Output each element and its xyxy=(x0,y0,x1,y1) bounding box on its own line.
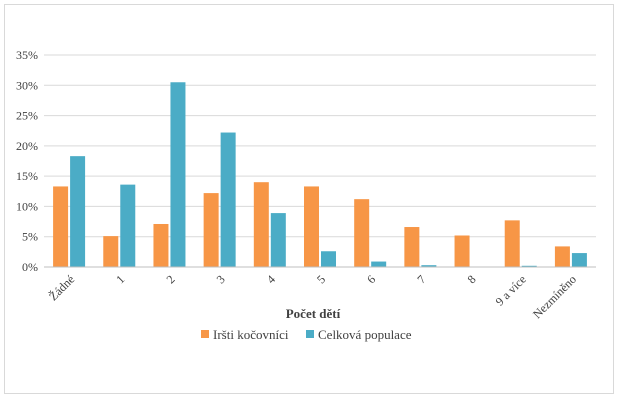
bar-irsti-kocovnici xyxy=(354,199,370,267)
x-tick-label: 3 xyxy=(214,272,228,286)
bar-irsti-kocovnici xyxy=(103,236,119,267)
bar-celkova-populace xyxy=(421,265,437,267)
bar-celkova-populace xyxy=(120,184,136,267)
bar-celkova-populace xyxy=(321,251,336,267)
bar-irsti-kocovnici xyxy=(404,227,420,267)
bar-irsti-kocovnici xyxy=(203,193,219,267)
y-tick-label: 25% xyxy=(16,109,38,123)
gridlines xyxy=(44,54,596,238)
legend-label: Iršti kočovníci xyxy=(213,327,289,342)
x-tick-label: 1 xyxy=(113,272,127,286)
x-tick-label: 7 xyxy=(414,272,428,286)
bar-irsti-kocovnici xyxy=(253,182,269,267)
bar-celkova-populace xyxy=(170,82,186,267)
bar-irsti-kocovnici xyxy=(53,186,69,267)
bar-celkova-populace xyxy=(371,261,387,267)
y-tick-label: 5% xyxy=(22,230,38,244)
x-tick-label: 5 xyxy=(314,272,328,286)
x-tick-label: 6 xyxy=(364,272,378,286)
y-tick-label: 35% xyxy=(16,48,38,62)
bar-irsti-kocovnici xyxy=(454,235,470,267)
y-tick-label: 30% xyxy=(16,78,38,92)
bar-celkova-populace xyxy=(220,132,236,267)
y-tick-label: 15% xyxy=(16,169,38,183)
legend: Iršti kočovníci Celková populace xyxy=(201,327,412,342)
x-tick-label: 2 xyxy=(163,272,177,286)
bars xyxy=(53,82,587,267)
bar-celkova-populace xyxy=(571,253,587,267)
legend-label: Celková populace xyxy=(318,327,412,342)
bar-irsti-kocovnici xyxy=(554,246,570,267)
bar-irsti-kocovnici xyxy=(153,223,169,267)
legend-swatch xyxy=(201,330,209,338)
legend-swatch xyxy=(306,330,314,338)
y-tick-label: 10% xyxy=(16,199,38,213)
x-tick-label: 9 a více xyxy=(493,272,529,308)
bar-celkova-populace xyxy=(70,156,86,267)
x-tick-label: Žádné xyxy=(46,272,77,303)
x-axis-title: Počet dětí xyxy=(286,306,341,321)
y-tick-label: 0% xyxy=(22,260,38,274)
bar-irsti-kocovnici xyxy=(304,186,319,267)
x-tick-label: 4 xyxy=(264,272,278,286)
bar-celkova-populace xyxy=(270,213,286,267)
bar-irsti-kocovnici xyxy=(504,220,520,267)
x-tick-label: 8 xyxy=(465,272,479,286)
y-axis-ticks: 0% 5% 10% 15% 20% 25% 30% 35% xyxy=(16,48,38,274)
y-tick-label: 20% xyxy=(16,139,38,153)
x-tick-label: Nezmíněno xyxy=(530,272,579,321)
bar-celkova-populace xyxy=(521,265,537,267)
